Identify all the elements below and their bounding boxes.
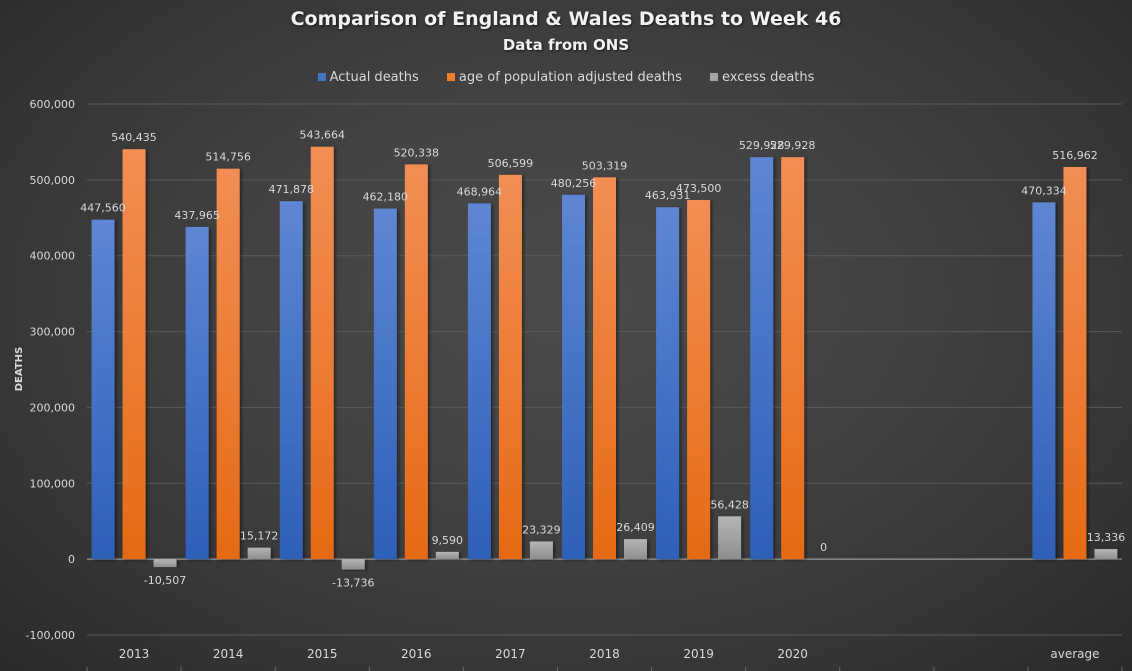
y-tick-label: 200,000 (30, 401, 76, 414)
legend-swatch-actual (317, 73, 326, 81)
data-label: 506,599 (488, 157, 534, 170)
bar-excess-deaths (1094, 549, 1118, 560)
data-label: 540,435 (111, 131, 157, 144)
bar-actual-deaths (279, 201, 303, 560)
data-label: 471,878 (268, 183, 314, 196)
y-tick-label: 300,000 (30, 326, 76, 339)
x-tick-label: 2015 (307, 647, 338, 661)
data-label: 473,500 (676, 182, 722, 195)
bar-adjusted-deaths (310, 146, 334, 560)
bar-adjusted-deaths (593, 177, 616, 560)
legend-swatch-adjusted (446, 73, 455, 81)
bar-adjusted-deaths (404, 164, 428, 560)
chart-subtitle: Data from ONS (502, 36, 630, 54)
legend-label: excess deaths (722, 70, 815, 85)
bar-excess-deaths (341, 559, 365, 570)
legend-swatch-excess (710, 73, 719, 81)
bar-adjusted-deaths (781, 157, 805, 560)
bar-actual-deaths (91, 219, 115, 560)
legend-item-adjusted-deaths: age of population adjusted deaths (446, 70, 682, 85)
bar-excess-deaths (718, 516, 742, 560)
bar-excess-deaths (247, 547, 271, 560)
y-tick-label: 0 (68, 553, 75, 566)
data-label: 0 (820, 541, 827, 554)
data-label: 463,931 (645, 189, 691, 202)
y-tick-label: 400,000 (30, 250, 76, 263)
bar-adjusted-deaths (216, 168, 240, 560)
data-label: 23,329 (522, 523, 561, 536)
data-label: 503,319 (582, 159, 628, 172)
y-tick-label: 500,000 (30, 174, 76, 187)
bar-adjusted-deaths (122, 149, 146, 560)
bar-adjusted-deaths (1063, 166, 1087, 560)
data-label: 543,664 (299, 129, 345, 142)
data-label: 516,962 (1052, 149, 1098, 162)
legend-label: Actual deaths (329, 70, 419, 85)
bar-actual-deaths (373, 208, 397, 560)
bar-actual-deaths (750, 157, 774, 560)
bar-actual-deaths (562, 194, 585, 560)
bar-excess-deaths (529, 541, 553, 560)
bar-actual-deaths (185, 226, 209, 560)
y-tick-label: 100,000 (30, 477, 76, 490)
bar-actual-deaths (1032, 202, 1056, 560)
data-label: 470,334 (1021, 184, 1067, 197)
data-label: 529,928 (739, 139, 785, 152)
legend-label: age of population adjusted deaths (458, 70, 682, 85)
y-tick-label: 600,000 (30, 98, 76, 111)
data-label: 480,256 (551, 177, 597, 190)
y-axis-title: DEATHS (14, 347, 25, 392)
chart-title: Comparison of England & Wales Deaths to … (290, 8, 842, 30)
data-label: 56,428 (710, 498, 749, 511)
data-label: 13,336 (1087, 531, 1126, 544)
bar-excess-deaths (153, 559, 177, 568)
bar-actual-deaths (467, 203, 491, 560)
legend: Actual deaths age of population adjusted… (0, 70, 1132, 85)
bar-excess-deaths (624, 539, 647, 560)
legend-item-actual-deaths: Actual deaths (317, 70, 419, 85)
x-tick-label: 2018 (589, 647, 620, 661)
bar-adjusted-deaths (687, 199, 711, 560)
data-label: 437,965 (174, 209, 220, 222)
x-tick-label: 2019 (683, 647, 714, 661)
x-tick-label: 2016 (401, 647, 432, 661)
y-tick-label: -100,000 (26, 629, 75, 642)
data-label: 15,172 (240, 530, 279, 543)
data-label: 529,928 (770, 139, 816, 152)
data-label: 520,338 (394, 146, 440, 159)
bar-actual-deaths (656, 207, 680, 560)
x-tick-label: average (1050, 647, 1099, 661)
legend-item-excess-deaths: excess deaths (710, 70, 814, 85)
x-tick-label: 2014 (213, 647, 244, 661)
x-tick-label: 2013 (119, 647, 150, 661)
data-label: 447,560 (80, 202, 126, 215)
data-label: 468,964 (457, 185, 503, 198)
data-label: 514,756 (205, 151, 251, 164)
bar-excess-deaths (435, 551, 459, 560)
data-label: 462,180 (363, 191, 409, 204)
data-label: -13,736 (332, 577, 374, 590)
x-tick-label: 2020 (777, 647, 808, 661)
bar-adjusted-deaths (498, 174, 522, 560)
x-tick-label: 2017 (495, 647, 526, 661)
data-label: 9,590 (432, 534, 464, 547)
data-label: 26,409 (616, 521, 655, 534)
data-label: -10,507 (144, 574, 186, 587)
